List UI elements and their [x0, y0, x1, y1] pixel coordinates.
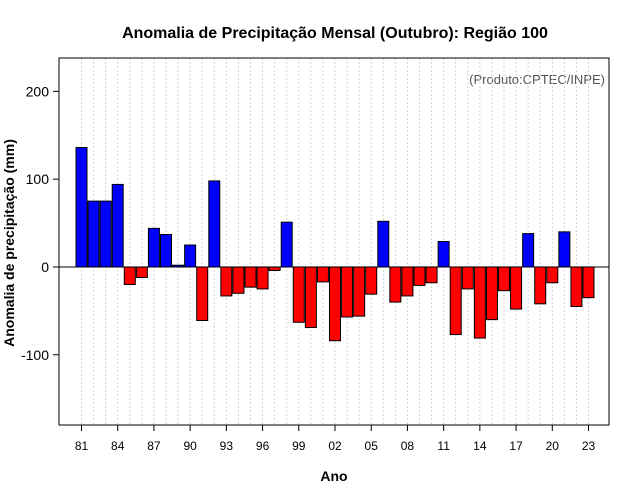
bar-09: [413, 266, 426, 286]
bar-81: [75, 147, 88, 268]
bar-93: [220, 266, 233, 297]
product-annotation: (Produto:CPTEC/INPE): [469, 72, 605, 87]
x-tick-label-90: 90: [183, 439, 197, 453]
bar-03: [341, 266, 354, 318]
bar-99: [292, 266, 305, 323]
x-tick-label-93: 93: [220, 439, 234, 453]
bar-94: [232, 266, 245, 294]
bar-83: [99, 200, 112, 268]
y-tick-label--100: -100: [21, 347, 49, 363]
bar-82: [87, 200, 100, 268]
x-tick-label-11: 11: [437, 439, 450, 453]
bar-22: [570, 266, 583, 307]
bar-96: [256, 266, 269, 290]
x-tick-label-14: 14: [473, 439, 487, 453]
bar-11: [437, 241, 450, 268]
x-tick-label-23: 23: [582, 439, 596, 453]
grid-lines: [81, 58, 589, 425]
bar-01: [316, 266, 329, 283]
bar-07: [389, 266, 402, 303]
bar-02: [329, 266, 341, 342]
x-tick-label-96: 96: [256, 439, 270, 453]
bar-90: [184, 244, 197, 268]
bar-92: [208, 180, 221, 268]
bar-13: [461, 266, 474, 290]
bar-97: [268, 266, 281, 271]
bar-12: [449, 266, 462, 336]
bar-10: [425, 266, 438, 284]
y-axis-label: Anomalia de precipitação (mm): [1, 139, 17, 347]
x-tick-label-08: 08: [401, 439, 415, 453]
x-axis-label: Ano: [320, 468, 347, 484]
bar-21: [558, 231, 571, 268]
bar-18: [522, 233, 535, 268]
bar-00: [304, 266, 317, 329]
x-tick-label-20: 20: [546, 439, 560, 453]
bar-17: [510, 266, 523, 310]
bar-86: [135, 266, 148, 278]
bar-14: [473, 266, 486, 339]
bar-87: [147, 227, 160, 268]
x-tick-label-81: 81: [75, 439, 89, 453]
x-tick-label-99: 99: [292, 439, 306, 453]
bar-91: [196, 266, 209, 322]
bar-15: [485, 266, 498, 321]
bar-85: [123, 266, 136, 286]
bars: [75, 147, 595, 342]
bar-88: [160, 233, 172, 268]
bar-08: [401, 266, 414, 297]
x-tick-label-05: 05: [365, 439, 379, 453]
bar-16: [498, 266, 510, 292]
x-tick-label-84: 84: [111, 439, 125, 453]
x-tick-label-17: 17: [509, 439, 523, 453]
bar-06: [377, 220, 390, 268]
bar-19: [534, 266, 547, 305]
bar-04: [353, 266, 366, 317]
bar-20: [546, 266, 559, 284]
bar-23: [582, 266, 595, 299]
bar-98: [280, 221, 293, 268]
y-tick-label-0: 0: [41, 259, 49, 275]
x-axis: 81 84 87 90 93 96 99 02 05 08 11 14 17 20 23: [75, 425, 596, 453]
y-tick-label-200: 200: [26, 83, 50, 99]
y-tick-label-100: 100: [26, 171, 50, 187]
bar-95: [244, 266, 257, 288]
bar-84: [111, 183, 124, 268]
plot-frame: [58, 57, 610, 426]
x-tick-label-87: 87: [147, 439, 161, 453]
bar-05: [365, 266, 378, 295]
y-axis: -100 0 100 200: [21, 83, 59, 363]
x-tick-label-02: 02: [328, 439, 342, 453]
chart-title: Anomalia de Precipitação Mensal (Outubro…: [122, 25, 548, 42]
